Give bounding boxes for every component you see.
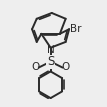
Text: Br: Br xyxy=(70,24,81,34)
Text: N: N xyxy=(47,45,55,55)
Text: O: O xyxy=(32,62,40,72)
Text: S: S xyxy=(47,55,54,68)
Text: O: O xyxy=(61,62,70,72)
